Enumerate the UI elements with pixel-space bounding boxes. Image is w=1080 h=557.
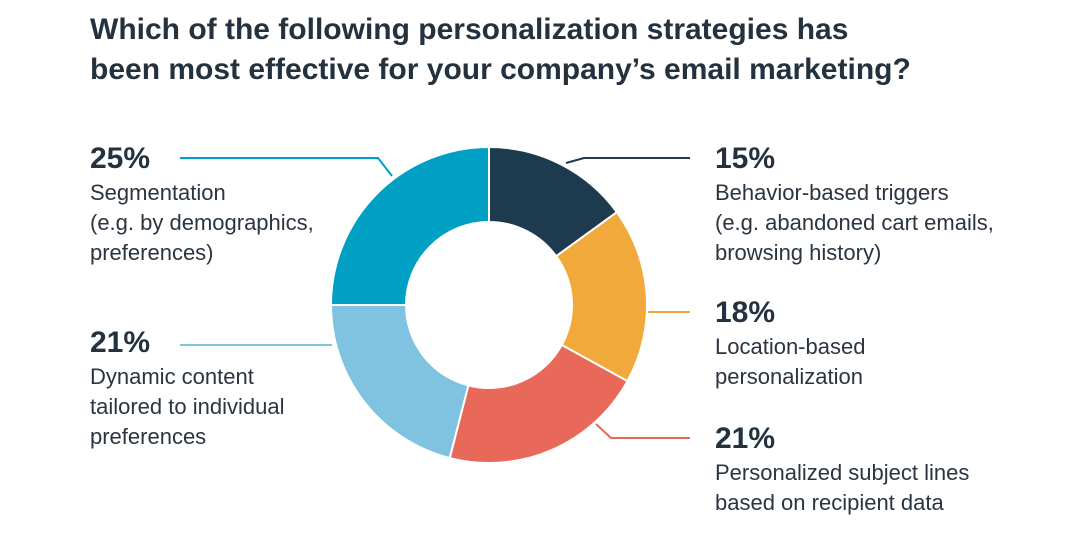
slice-category-label-3-line-0: Dynamic content bbox=[90, 364, 254, 389]
donut-slice-2 bbox=[448, 343, 629, 464]
slice-percent-label-3: 21% bbox=[90, 326, 150, 359]
slice-category-label-0-line-0: Behavior-based triggers bbox=[715, 180, 949, 205]
donut-slice-3 bbox=[329, 304, 470, 460]
leader-line-0 bbox=[565, 157, 690, 164]
slice-category-label-2-line-0: Personalized subject lines bbox=[715, 460, 969, 485]
donut-slice-4 bbox=[329, 145, 490, 306]
chart-title-line-2: been most effective for your company’s e… bbox=[90, 53, 911, 86]
slice-labels: 15% Behavior-based triggers (e.g. abandone… bbox=[90, 142, 994, 515]
slice-category-label-4-line-2: preferences) bbox=[90, 240, 214, 265]
slice-category-label-4-line-0: Segmentation bbox=[90, 180, 226, 205]
leader-line-4 bbox=[180, 157, 393, 177]
slice-percent-label-4: 25% bbox=[90, 142, 150, 175]
slice-category-label-3-line-2: preferences bbox=[90, 424, 206, 449]
donut-slice-1 bbox=[554, 210, 648, 383]
slice-category-label-1-line-1: personalization bbox=[715, 364, 863, 389]
slice-percent-label-1: 18% bbox=[715, 296, 775, 329]
leader-lines bbox=[180, 157, 690, 439]
chart-title-line-1: Which of the following personalization s… bbox=[90, 13, 849, 46]
slice-category-label-0-line-2: browsing history) bbox=[715, 240, 881, 265]
slice-percent-label-2: 21% bbox=[715, 422, 775, 455]
slice-category-label-3-line-1: tailored to individual bbox=[90, 394, 284, 419]
slice-category-label-1-line-0: Location-based bbox=[715, 334, 865, 359]
slice-category-label-0-line-1: (e.g. abandoned cart emails, bbox=[715, 210, 994, 235]
slice-category-label-2-line-1: based on recipient data bbox=[715, 490, 944, 515]
leader-line-2 bbox=[595, 423, 690, 439]
donut-slices bbox=[329, 145, 648, 464]
slice-category-label-4-line-1: (e.g. by demographics, bbox=[90, 210, 314, 235]
slice-percent-label-0: 15% bbox=[715, 142, 775, 175]
chart-title: Which of the following personalization s… bbox=[90, 10, 990, 90]
